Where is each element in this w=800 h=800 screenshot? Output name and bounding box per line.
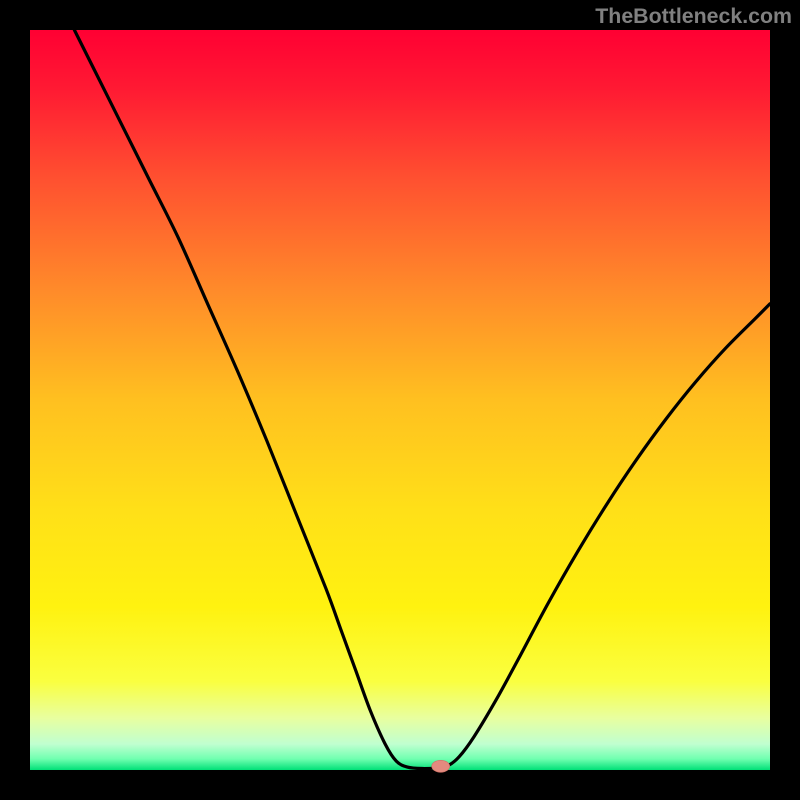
optimal-marker bbox=[432, 760, 450, 772]
frame-right bbox=[770, 0, 800, 800]
gradient-background bbox=[30, 30, 770, 770]
frame-bottom bbox=[0, 770, 800, 800]
watermark-text: TheBottleneck.com bbox=[595, 4, 792, 29]
frame-left bbox=[0, 0, 30, 800]
chart-container: TheBottleneck.com bbox=[0, 0, 800, 800]
bottleneck-chart bbox=[0, 0, 800, 800]
